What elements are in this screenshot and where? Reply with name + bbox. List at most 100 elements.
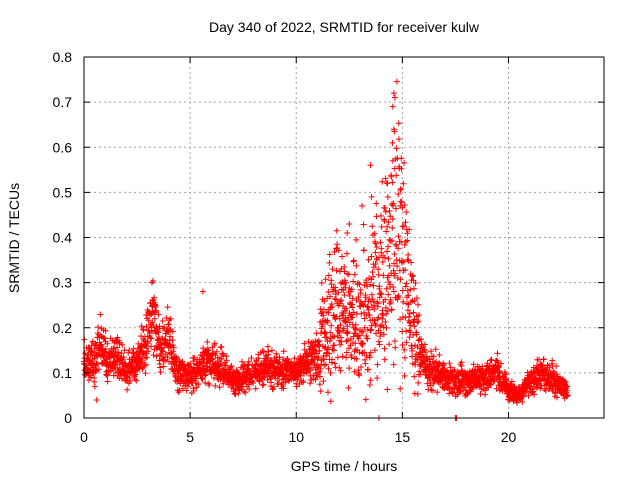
data-point (241, 361, 248, 368)
data-point (341, 277, 348, 284)
data-point (259, 347, 266, 354)
data-point (93, 341, 100, 348)
data-point (366, 312, 373, 319)
data-point (383, 228, 390, 235)
data-point (314, 364, 321, 371)
data-point (355, 294, 362, 301)
data-point (151, 308, 158, 315)
data-point (167, 343, 174, 350)
data-point (316, 381, 323, 388)
data-point (393, 145, 400, 152)
data-point (383, 310, 390, 317)
data-point (244, 361, 251, 368)
data-point (322, 276, 329, 283)
data-point (506, 397, 513, 404)
data-point (385, 243, 392, 250)
data-point (433, 358, 440, 365)
data-point (209, 355, 216, 362)
data-point (372, 322, 379, 329)
data-point (402, 283, 409, 290)
data-point (345, 384, 352, 391)
data-point (375, 338, 382, 345)
data-point (325, 344, 332, 351)
data-point (377, 290, 384, 297)
data-point (356, 332, 363, 339)
data-point (381, 356, 388, 363)
data-point (296, 372, 303, 379)
data-point (93, 396, 100, 403)
data-point (326, 251, 333, 258)
data-point (150, 321, 157, 328)
data-point (251, 361, 258, 368)
data-point (422, 349, 429, 356)
data-point (352, 325, 359, 332)
data-point (519, 399, 526, 406)
data-point (164, 304, 171, 311)
data-point (470, 361, 477, 368)
data-point (430, 353, 437, 360)
data-point (394, 294, 401, 301)
data-point (389, 179, 396, 186)
data-point (153, 353, 160, 360)
data-point (330, 347, 337, 354)
data-point (372, 260, 379, 267)
data-point (198, 375, 205, 382)
data-point (317, 388, 324, 395)
data-point (138, 323, 145, 330)
data-point (329, 346, 336, 353)
data-point (334, 241, 341, 248)
data-point (367, 299, 374, 306)
data-point (331, 360, 338, 367)
data-point (148, 343, 155, 350)
data-point (162, 336, 169, 343)
data-point (300, 378, 307, 385)
data-point (360, 302, 367, 309)
data-point (553, 363, 560, 370)
data-point (168, 351, 175, 358)
data-point (114, 344, 121, 351)
data-point (273, 350, 280, 357)
data-point (133, 377, 140, 384)
data-point (157, 364, 164, 371)
data-point (143, 361, 150, 368)
data-point (370, 264, 377, 271)
data-point (355, 366, 362, 373)
data-point (321, 330, 328, 337)
data-point (349, 304, 356, 311)
data-point (401, 159, 408, 166)
data-point (397, 276, 404, 283)
data-point (367, 162, 374, 169)
y-tick-label: 0.6 (53, 139, 73, 155)
data-point (343, 349, 350, 356)
data-point (264, 376, 271, 383)
data-point (386, 236, 393, 243)
data-point (160, 363, 167, 370)
data-point (353, 262, 360, 269)
data-point (219, 350, 226, 357)
data-point (397, 385, 404, 392)
data-point (348, 354, 355, 361)
x-tick-label: 15 (395, 429, 411, 445)
data-point (429, 367, 436, 374)
data-point (406, 310, 413, 317)
data-point (364, 335, 371, 342)
data-point (525, 392, 532, 399)
data-point (324, 319, 331, 326)
data-point (344, 337, 351, 344)
data-point (386, 262, 393, 269)
data-point (561, 377, 568, 384)
data-point (391, 251, 398, 258)
axis-ticks: 0 0.1 0.2 0.3 0.4 0.5 0.6 0.7 0.8 0 5 10 15 20 (53, 49, 604, 445)
data-point (391, 94, 398, 101)
data-point (206, 382, 213, 389)
data-point (336, 364, 343, 371)
y-tick-label: 0.7 (53, 94, 73, 110)
data-point (395, 191, 402, 198)
data-point (370, 282, 377, 289)
data-point (385, 291, 392, 298)
data-point (379, 258, 386, 265)
data-point (338, 334, 345, 341)
data-point (411, 323, 418, 330)
